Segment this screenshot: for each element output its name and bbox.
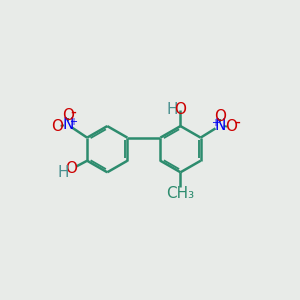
Text: O: O — [225, 119, 237, 134]
Text: O: O — [62, 108, 74, 123]
Text: -: - — [234, 113, 240, 131]
Text: +: + — [69, 117, 77, 127]
Text: N: N — [214, 118, 225, 133]
Text: O: O — [51, 118, 63, 134]
Text: O: O — [214, 109, 226, 124]
Text: -: - — [70, 103, 76, 121]
Text: O: O — [175, 102, 187, 117]
Text: H: H — [58, 166, 69, 181]
Text: +: + — [211, 118, 219, 128]
Text: H: H — [167, 102, 178, 117]
Text: CH₃: CH₃ — [167, 186, 195, 201]
Text: N: N — [62, 117, 74, 132]
Text: O: O — [65, 161, 77, 176]
